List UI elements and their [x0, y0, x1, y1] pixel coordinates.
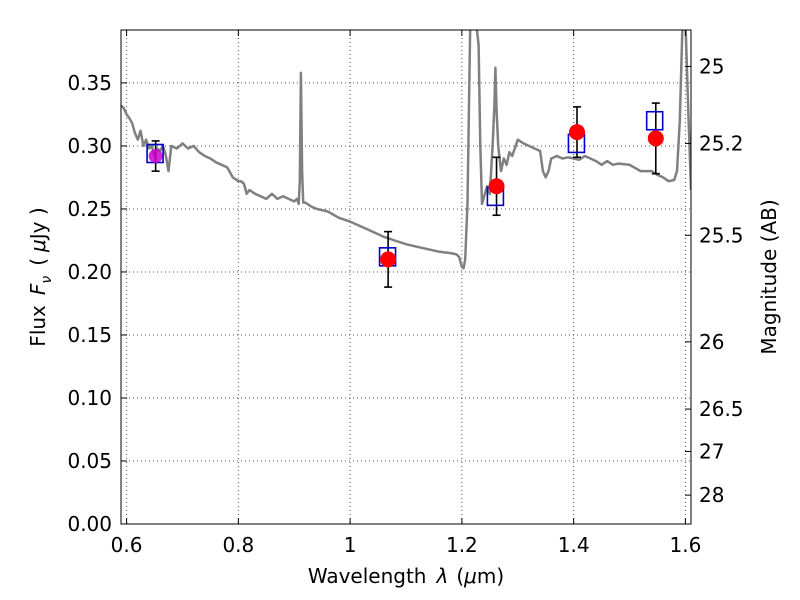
y-tick-label: 0.35 — [67, 71, 112, 95]
observed-flux-point — [647, 130, 664, 147]
y-axis-label: FluxFν(μJy ) — [26, 207, 55, 346]
observed-flux-point — [380, 251, 397, 268]
x-tick-label: 1.6 — [670, 533, 702, 557]
y2-tick-label: 27 — [699, 439, 724, 463]
y2-tick-label: 26 — [699, 330, 724, 354]
observed-flux-point — [488, 178, 505, 195]
y-axis-ticks: 0.00 0.05 0.10 0.15 0.20 0.25 0.30 0.35 — [67, 71, 127, 536]
observed-flux-point — [569, 124, 585, 141]
y2-tick-label: 26.5 — [699, 397, 744, 421]
x-tick-label: 1 — [344, 533, 357, 557]
y-tick-label: 0.15 — [67, 323, 112, 347]
plot-area — [121, 30, 691, 288]
observed-flux-markers — [148, 124, 664, 268]
y-tick-label: 0.10 — [67, 386, 112, 410]
x-tick-label: 0.6 — [111, 533, 143, 557]
y-tick-label: 0.30 — [67, 134, 112, 158]
observed-flux-point — [148, 149, 163, 164]
x-tick-label: 1.4 — [558, 533, 590, 557]
y-tick-label: 0.00 — [67, 512, 112, 536]
y2-tick-label: 28 — [699, 483, 724, 507]
y-tick-label: 0.05 — [67, 449, 112, 473]
y2-tick-label: 25.2 — [699, 131, 744, 155]
x-tick-label: 1.2 — [446, 533, 478, 557]
template-spectrum-line — [121, 30, 691, 270]
y2-tick-label: 25.5 — [699, 223, 744, 247]
x-axis-ticks: 0.6 0.8 1 1.2 1.4 1.6 — [111, 30, 702, 557]
y-tick-label: 0.20 — [67, 260, 112, 284]
x-tick-label: 0.8 — [222, 533, 254, 557]
y2-axis-label: Magnitude (AB) — [757, 199, 781, 354]
plot-frame — [120, 29, 692, 525]
y2-tick-label: 25 — [699, 54, 724, 78]
model-flux-square — [645, 110, 664, 131]
x-axis-label: Wavelength λ (μm) — [308, 564, 504, 588]
y2-axis-ticks: 25 25.2 25.5 26 26.5 27 28 — [685, 54, 744, 507]
y-tick-label: 0.25 — [67, 197, 112, 221]
